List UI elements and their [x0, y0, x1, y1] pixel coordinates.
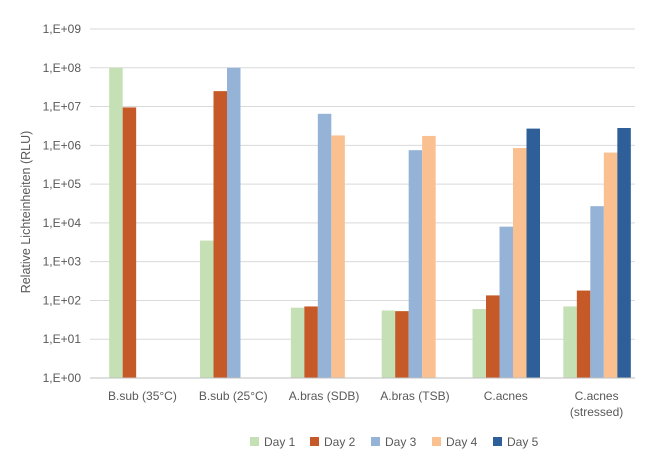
bar-day-4 — [513, 148, 527, 378]
bar-day-3 — [499, 226, 513, 378]
bar-day-3 — [317, 113, 332, 378]
y-tick-label: 1,E+05 — [43, 177, 82, 191]
y-axis-label: Relative Lichteinheiten (RLU) — [19, 131, 33, 294]
legend-label: Day 2 — [324, 435, 356, 449]
legend-label: Day 5 — [507, 435, 539, 449]
x-tick-label: B.sub (35°C) — [108, 389, 177, 403]
y-tick-label: 1,E+00 — [43, 371, 82, 385]
y-tick-label: 1,E+07 — [43, 100, 82, 114]
gridlines — [90, 28, 635, 340]
x-tick-label: B.sub (25°C) — [199, 389, 268, 403]
x-tick-label: C.acnes — [484, 389, 528, 403]
x-tick-label: C.acnes (stressed) — [570, 389, 623, 419]
y-tick-label: 1,E+02 — [43, 293, 82, 307]
bar-day-5 — [617, 127, 631, 379]
x-tick-label: A.bras (SDB) — [289, 389, 360, 403]
bar-day-1 — [109, 67, 123, 379]
bar-day-3 — [227, 67, 241, 379]
bar-day-2 — [486, 295, 500, 378]
bar-day-4 — [331, 135, 345, 378]
bar-day-2 — [122, 107, 137, 379]
bar-day-1 — [200, 240, 214, 378]
y-tick-label: 1,E+09 — [43, 22, 82, 36]
bar-day-2 — [576, 290, 591, 378]
bar-day-2 — [213, 91, 227, 378]
y-tick-label: 1,E+03 — [43, 255, 82, 269]
bar-day-2 — [395, 311, 409, 378]
y-tick-label: 1,E+04 — [43, 216, 82, 230]
legend-label: Day 1 — [264, 435, 296, 449]
bar-day-1 — [381, 310, 396, 378]
bar-day-4 — [422, 135, 436, 378]
legend-label: Day 4 — [446, 435, 478, 449]
y-tick-label: 1,E+01 — [43, 332, 82, 346]
legend-label: Day 3 — [385, 435, 417, 449]
x-tick-label: A.bras (TSB) — [380, 389, 449, 403]
y-tick-label: 1,E+08 — [43, 61, 82, 75]
bar-day-1 — [472, 309, 486, 378]
bar-day-3 — [590, 206, 604, 378]
legend-swatch — [250, 437, 259, 446]
legend: Day 1 Day 2 Day 3 Day 4 Day 5 — [250, 435, 539, 449]
bar-day-3 — [408, 150, 423, 378]
bar-day-1 — [563, 306, 577, 378]
bar-day-1 — [290, 307, 305, 378]
bars — [109, 67, 631, 379]
legend-swatch — [493, 437, 502, 446]
legend-swatch — [432, 437, 441, 446]
axes: 1,E+00 1,E+01 1,E+02 1,E+03 1,E+04 1,E+05 1,E+… — [43, 22, 635, 419]
bar-day-2 — [304, 306, 318, 378]
y-tick-label: 1,E+06 — [43, 138, 82, 152]
legend-swatch — [310, 437, 319, 446]
bar-day-5 — [526, 128, 540, 378]
legend-swatch — [371, 437, 380, 446]
bar-day-4 — [603, 152, 618, 378]
